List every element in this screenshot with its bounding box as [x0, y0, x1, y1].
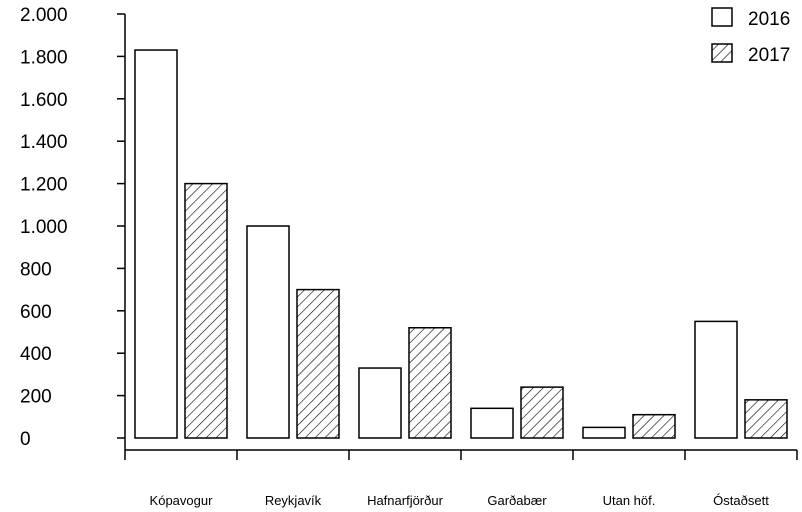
bar-2016 — [246, 225, 290, 439]
y-tick-label: 1.600 — [20, 90, 68, 111]
bar-2016 — [694, 320, 738, 439]
x-tick-label: Garðabær — [487, 493, 547, 508]
x-tick-label: Hafnarfjörður — [367, 493, 444, 508]
y-tick-label: 600 — [20, 302, 52, 323]
legend-label: 2016 — [748, 9, 790, 30]
bar-2017 — [296, 288, 340, 439]
x-tick-label: Utan höf. — [603, 493, 656, 508]
x-axis: Kópavogur Reykjavík Hafnarfjörður Garðabær U… — [124, 449, 798, 508]
y-tick-label: 1.400 — [20, 132, 68, 153]
bar-2017 — [520, 386, 564, 439]
bars — [134, 49, 788, 439]
y-tick-label: 200 — [20, 387, 52, 408]
x-tick-label: Kópavogur — [150, 493, 214, 508]
y-tick-label: 0 — [20, 429, 31, 450]
bar-2016 — [470, 407, 514, 439]
bar-2017 — [184, 182, 228, 439]
legend-label: 2017 — [748, 45, 790, 66]
legend-swatch-2017 — [711, 43, 733, 63]
y-axis: 0 200 400 600 800 1.000 1.200 1.400 1.600 1.800 2.… — [20, 5, 126, 450]
y-tick-label: 1.200 — [20, 175, 68, 196]
bar-2016 — [358, 367, 402, 439]
y-tick-label: 1.000 — [20, 217, 68, 238]
legend-swatch-2016 — [711, 7, 733, 27]
bar-2017 — [744, 399, 788, 439]
x-tick-label: Óstaðsett — [713, 493, 769, 508]
y-tick-label: 800 — [20, 259, 52, 280]
bar-2017 — [408, 327, 452, 439]
bar-2016 — [582, 426, 626, 439]
y-tick-label: 1.800 — [20, 47, 68, 68]
x-tick-label: Reykjavík — [265, 493, 322, 508]
bar-2017 — [632, 413, 676, 439]
y-tick-label: 2.000 — [20, 5, 68, 26]
legend: 2016 2017 — [711, 7, 790, 66]
bar-2016 — [134, 49, 178, 439]
y-tick-label: 400 — [20, 344, 52, 365]
